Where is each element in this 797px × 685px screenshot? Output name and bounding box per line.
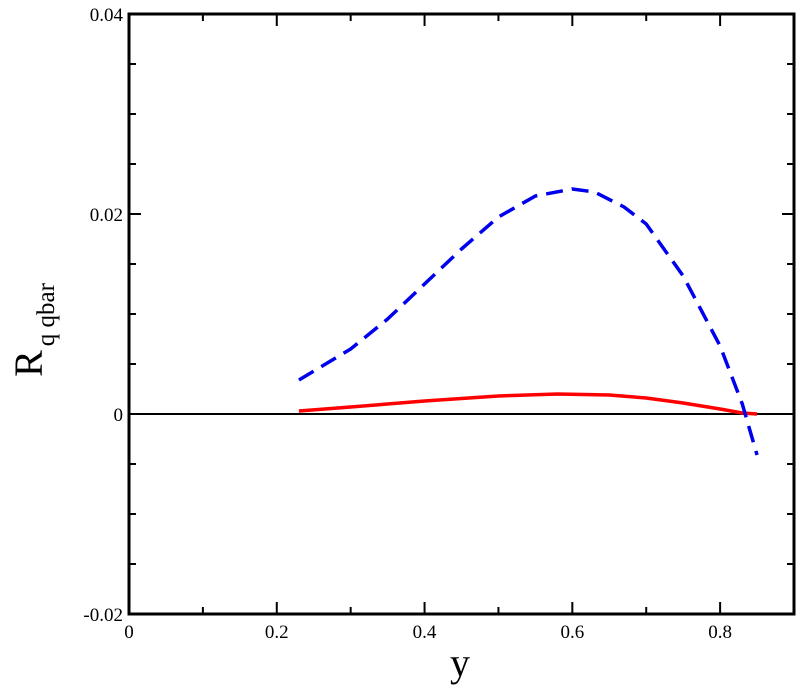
svg-text:Rq qbar: Rq qbar: [6, 282, 60, 377]
y-tick-label: 0.04: [90, 5, 124, 26]
plot-frame: [127, 12, 796, 616]
y-axis-title-subscript: q qbar: [33, 282, 60, 346]
x-tick-label: 0.6: [560, 622, 584, 643]
y-tick-label: 0: [114, 405, 124, 426]
y-tick-label: -0.02: [83, 605, 123, 626]
x-tick-label: 0.4: [413, 622, 437, 643]
series-line-2: [298, 187, 759, 456]
x-tick-label: 0: [124, 622, 134, 643]
y-tick-label: 0.02: [90, 205, 123, 226]
x-tick-label: 0.8: [708, 622, 732, 643]
x-tick-label: 0.2: [265, 622, 289, 643]
y-axis-title-main: R: [6, 350, 51, 377]
y-axis-title: Rq qbar: [6, 282, 60, 377]
x-axis-title: y: [450, 640, 470, 685]
series-line-1: [298, 392, 758, 416]
